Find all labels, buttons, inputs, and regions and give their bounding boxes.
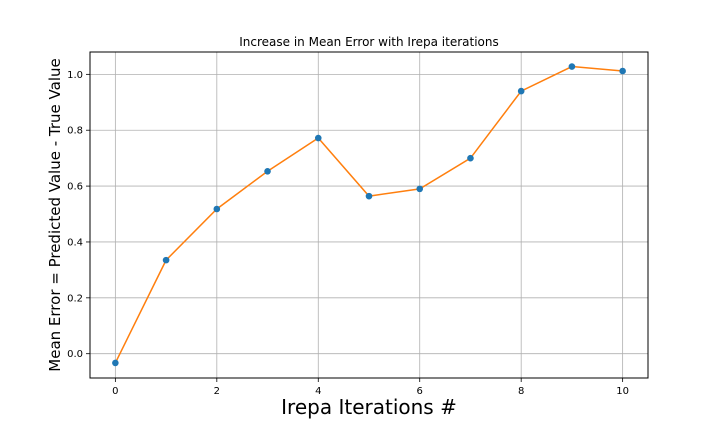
- y-tick-label: 0.8: [67, 126, 83, 137]
- y-tick-label: 0.2: [67, 293, 83, 304]
- x-tick-label: 0: [112, 386, 118, 397]
- data-point: [568, 63, 576, 70]
- data-point: [619, 67, 626, 75]
- y-tick-label: 0.0: [67, 349, 83, 360]
- y-axis-label: Mean Error = Predicted Value - True Valu…: [46, 58, 64, 371]
- data-point: [365, 192, 373, 200]
- series-group: [112, 63, 626, 367]
- data-point: [213, 205, 221, 213]
- data-point: [467, 154, 474, 162]
- x-tick-label: 2: [214, 386, 220, 397]
- data-point: [416, 185, 424, 193]
- x-tick-label: 8: [518, 386, 524, 397]
- chart-title: Increase in Mean Error with Irepa iterat…: [239, 35, 499, 49]
- plot-area: [90, 52, 648, 378]
- grid-lines: [90, 52, 648, 378]
- data-point: [264, 167, 271, 175]
- data-point: [162, 256, 170, 264]
- x-axis: 0 2 4 6 8 10: [112, 378, 629, 397]
- data-point: [517, 87, 525, 95]
- x-tick-label: 4: [315, 386, 321, 397]
- x-axis-label: Irepa Iterations #: [281, 395, 457, 419]
- x-tick-label: 6: [417, 386, 423, 397]
- y-tick-label: 0.6: [67, 182, 83, 193]
- x-tick-label: 10: [616, 386, 629, 397]
- y-tick-label: 0.4: [67, 237, 83, 248]
- data-point: [314, 134, 322, 142]
- y-tick-label: 1.0: [67, 70, 83, 81]
- y-axis: 0.0 0.2 0.4 0.6 0.8 1.0: [67, 70, 90, 360]
- data-point: [112, 359, 119, 367]
- plot-frame: [89, 51, 649, 379]
